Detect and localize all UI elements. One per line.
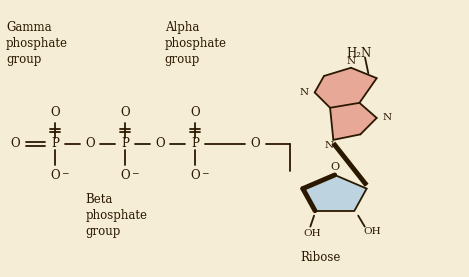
Polygon shape: [315, 68, 377, 108]
Text: N: N: [347, 57, 356, 66]
Polygon shape: [330, 103, 377, 140]
Polygon shape: [303, 175, 367, 211]
Text: O: O: [250, 137, 260, 150]
Text: P: P: [121, 137, 129, 150]
Text: O: O: [50, 169, 60, 182]
Text: −: −: [131, 168, 138, 177]
Text: Ribose: Ribose: [301, 251, 341, 264]
Text: O: O: [190, 169, 200, 182]
Text: O: O: [50, 106, 60, 119]
Text: P: P: [191, 137, 199, 150]
Text: OH: OH: [363, 227, 381, 236]
Text: O: O: [120, 106, 130, 119]
Text: O: O: [330, 162, 339, 172]
Text: −: −: [201, 168, 208, 177]
Text: Beta
phosphate
group: Beta phosphate group: [85, 193, 147, 238]
Text: O: O: [11, 137, 20, 150]
Text: O: O: [155, 137, 165, 150]
Text: O: O: [120, 169, 130, 182]
Text: Alpha
phosphate
group: Alpha phosphate group: [165, 20, 227, 66]
Text: O: O: [85, 137, 95, 150]
Text: Gamma
phosphate
group: Gamma phosphate group: [6, 20, 68, 66]
Text: O: O: [190, 106, 200, 119]
Text: OH: OH: [304, 230, 321, 238]
Text: N: N: [300, 88, 309, 97]
Text: H₂N: H₂N: [346, 47, 371, 60]
Text: P: P: [51, 137, 59, 150]
Text: N: N: [382, 114, 392, 122]
Text: N: N: [324, 141, 333, 150]
Text: −: −: [61, 168, 68, 177]
